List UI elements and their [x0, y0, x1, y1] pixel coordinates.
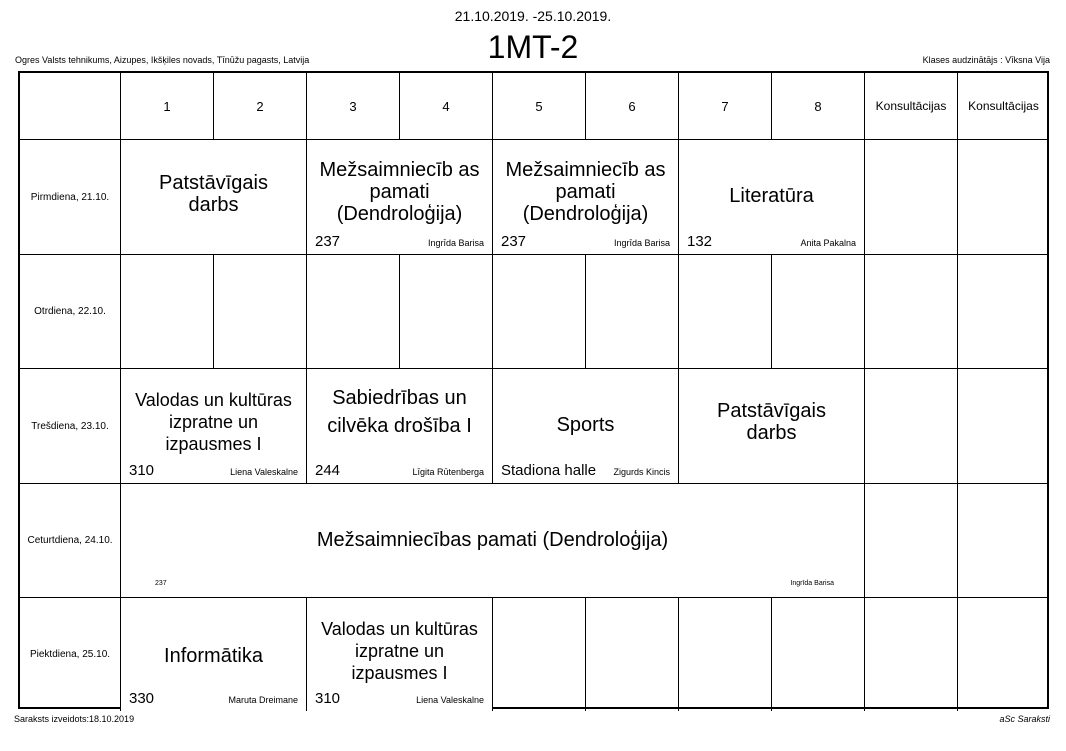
col-header: 6: [628, 98, 636, 114]
col-header: 8: [814, 98, 822, 114]
lesson-cell[interactable]: Mežsaimniecības pamati (Dendroloģija) 23…: [121, 484, 864, 597]
lesson-teacher: Līgita Rūtenberga: [412, 467, 484, 477]
day-label: Piektdiena, 25.10.: [29, 649, 111, 660]
lesson-cell[interactable]: Valodas un kultūras izpratne un izpausme…: [121, 369, 306, 483]
lesson-room: 244: [315, 462, 341, 479]
col-header: 7: [721, 98, 729, 114]
lesson-subject: Valodas un kultūras izpratne un izpausme…: [135, 390, 292, 454]
row-divider: [20, 368, 1047, 369]
col-divider: [306, 73, 307, 711]
row-divider: [20, 139, 1047, 140]
lesson-subject: Patstāvīgais darbs: [159, 172, 268, 216]
lesson-room: 310: [315, 690, 341, 707]
class-teacher: Klases audzinātājs : Vīksna Vija: [922, 55, 1050, 65]
lesson-teacher: Liena Valeskalne: [230, 467, 298, 477]
lesson-cell[interactable]: Patstāvīgais darbs: [679, 369, 864, 483]
class-title: 1MT-2: [487, 29, 579, 65]
row-divider: [20, 254, 1047, 255]
lesson-teacher: Anita Pakalna: [800, 238, 856, 248]
col-divider: [957, 73, 958, 711]
lesson-room: Stadiona halle: [501, 462, 597, 479]
col-header: Konsultācijas: [875, 99, 947, 113]
week-dates: 21.10.2019. -25.10.2019.: [454, 8, 612, 24]
row-divider: [20, 483, 1047, 484]
day-label: Otrdiena, 22.10.: [34, 306, 106, 317]
lesson-subject: Patstāvīgais darbs: [717, 400, 826, 444]
lesson-room: 237: [315, 233, 341, 250]
col-header: 1: [163, 98, 171, 114]
lesson-teacher: Ingrīda Barisa: [613, 238, 670, 248]
lesson-subject: Mežsaimniecības pamati (Dendroloģija): [316, 529, 669, 551]
timetable-grid: 1 2 3 4 5 6 7 8 Konsultācijas Konsultāci…: [18, 71, 1049, 711]
lesson-subject: Informātika: [164, 645, 263, 667]
lesson-teacher: Liena Valeskalne: [416, 695, 484, 705]
lesson-subject: Mežsaimniecīb as pamati (Dendroloģija): [319, 159, 480, 225]
lesson-cell[interactable]: Literatūra 132 Anita Pakalna: [679, 140, 864, 254]
col-header: Konsultācijas: [968, 99, 1039, 113]
col-divider: [120, 73, 121, 711]
lesson-room: 237: [155, 580, 167, 587]
lesson-cell[interactable]: Sabiedrības un cilvēka drošība I 244 Līg…: [307, 369, 492, 483]
lesson-cell[interactable]: Sports Stadiona halle Zigurds Kincis: [493, 369, 678, 483]
lesson-subject: Literatūra: [729, 185, 814, 207]
lesson-cell[interactable]: Mežsaimniecīb as pamati (Dendroloģija) 2…: [493, 140, 678, 254]
col-header: 5: [535, 98, 543, 114]
lesson-cell[interactable]: Informātika 330 Maruta Dreimane: [121, 598, 306, 711]
lesson-teacher: Ingrīda Barisa: [790, 580, 834, 587]
lesson-room: 330: [129, 690, 155, 707]
day-label: Ceturtdiena, 24.10.: [27, 535, 113, 546]
lesson-room: 237: [501, 233, 527, 250]
lesson-cell[interactable]: Mežsaimniecīb as pamati (Dendroloģija) 2…: [307, 140, 492, 254]
col-divider: [864, 73, 865, 711]
lesson-room: 310: [129, 462, 155, 479]
col-header: 3: [349, 98, 357, 114]
col-divider: [492, 73, 493, 711]
day-label: Pirmdiena, 21.10.: [30, 191, 110, 203]
lesson-subject: Valodas un kultūras izpratne un izpausme…: [321, 619, 478, 683]
created-date: Saraksts izveidots:18.10.2019: [14, 714, 135, 724]
software-name: aSc Saraksti: [999, 714, 1050, 724]
lesson-teacher: Ingrīda Barisa: [427, 238, 484, 248]
lesson-cell[interactable]: Valodas un kultūras izpratne un izpausme…: [307, 598, 492, 711]
col-header: 4: [442, 98, 450, 114]
lesson-subject: Sabiedrības un cilvēka drošība I: [327, 387, 472, 437]
lesson-cell[interactable]: Patstāvīgais darbs: [121, 140, 306, 254]
lesson-teacher: Maruta Dreimane: [228, 695, 298, 705]
lesson-subject: Sports: [556, 414, 615, 436]
row-divider: [20, 597, 1047, 598]
lesson-room: 132: [687, 233, 713, 250]
lesson-teacher: Zigurds Kincis: [613, 467, 670, 477]
lesson-subject: Mežsaimniecīb as pamati (Dendroloģija): [505, 159, 666, 225]
col-header: 2: [256, 98, 264, 114]
school-address: Ogres Valsts tehnikums, Aizupes, Ikšķile…: [15, 55, 310, 65]
col-divider: [678, 73, 679, 711]
day-label: Trešdiena, 23.10.: [31, 420, 109, 432]
